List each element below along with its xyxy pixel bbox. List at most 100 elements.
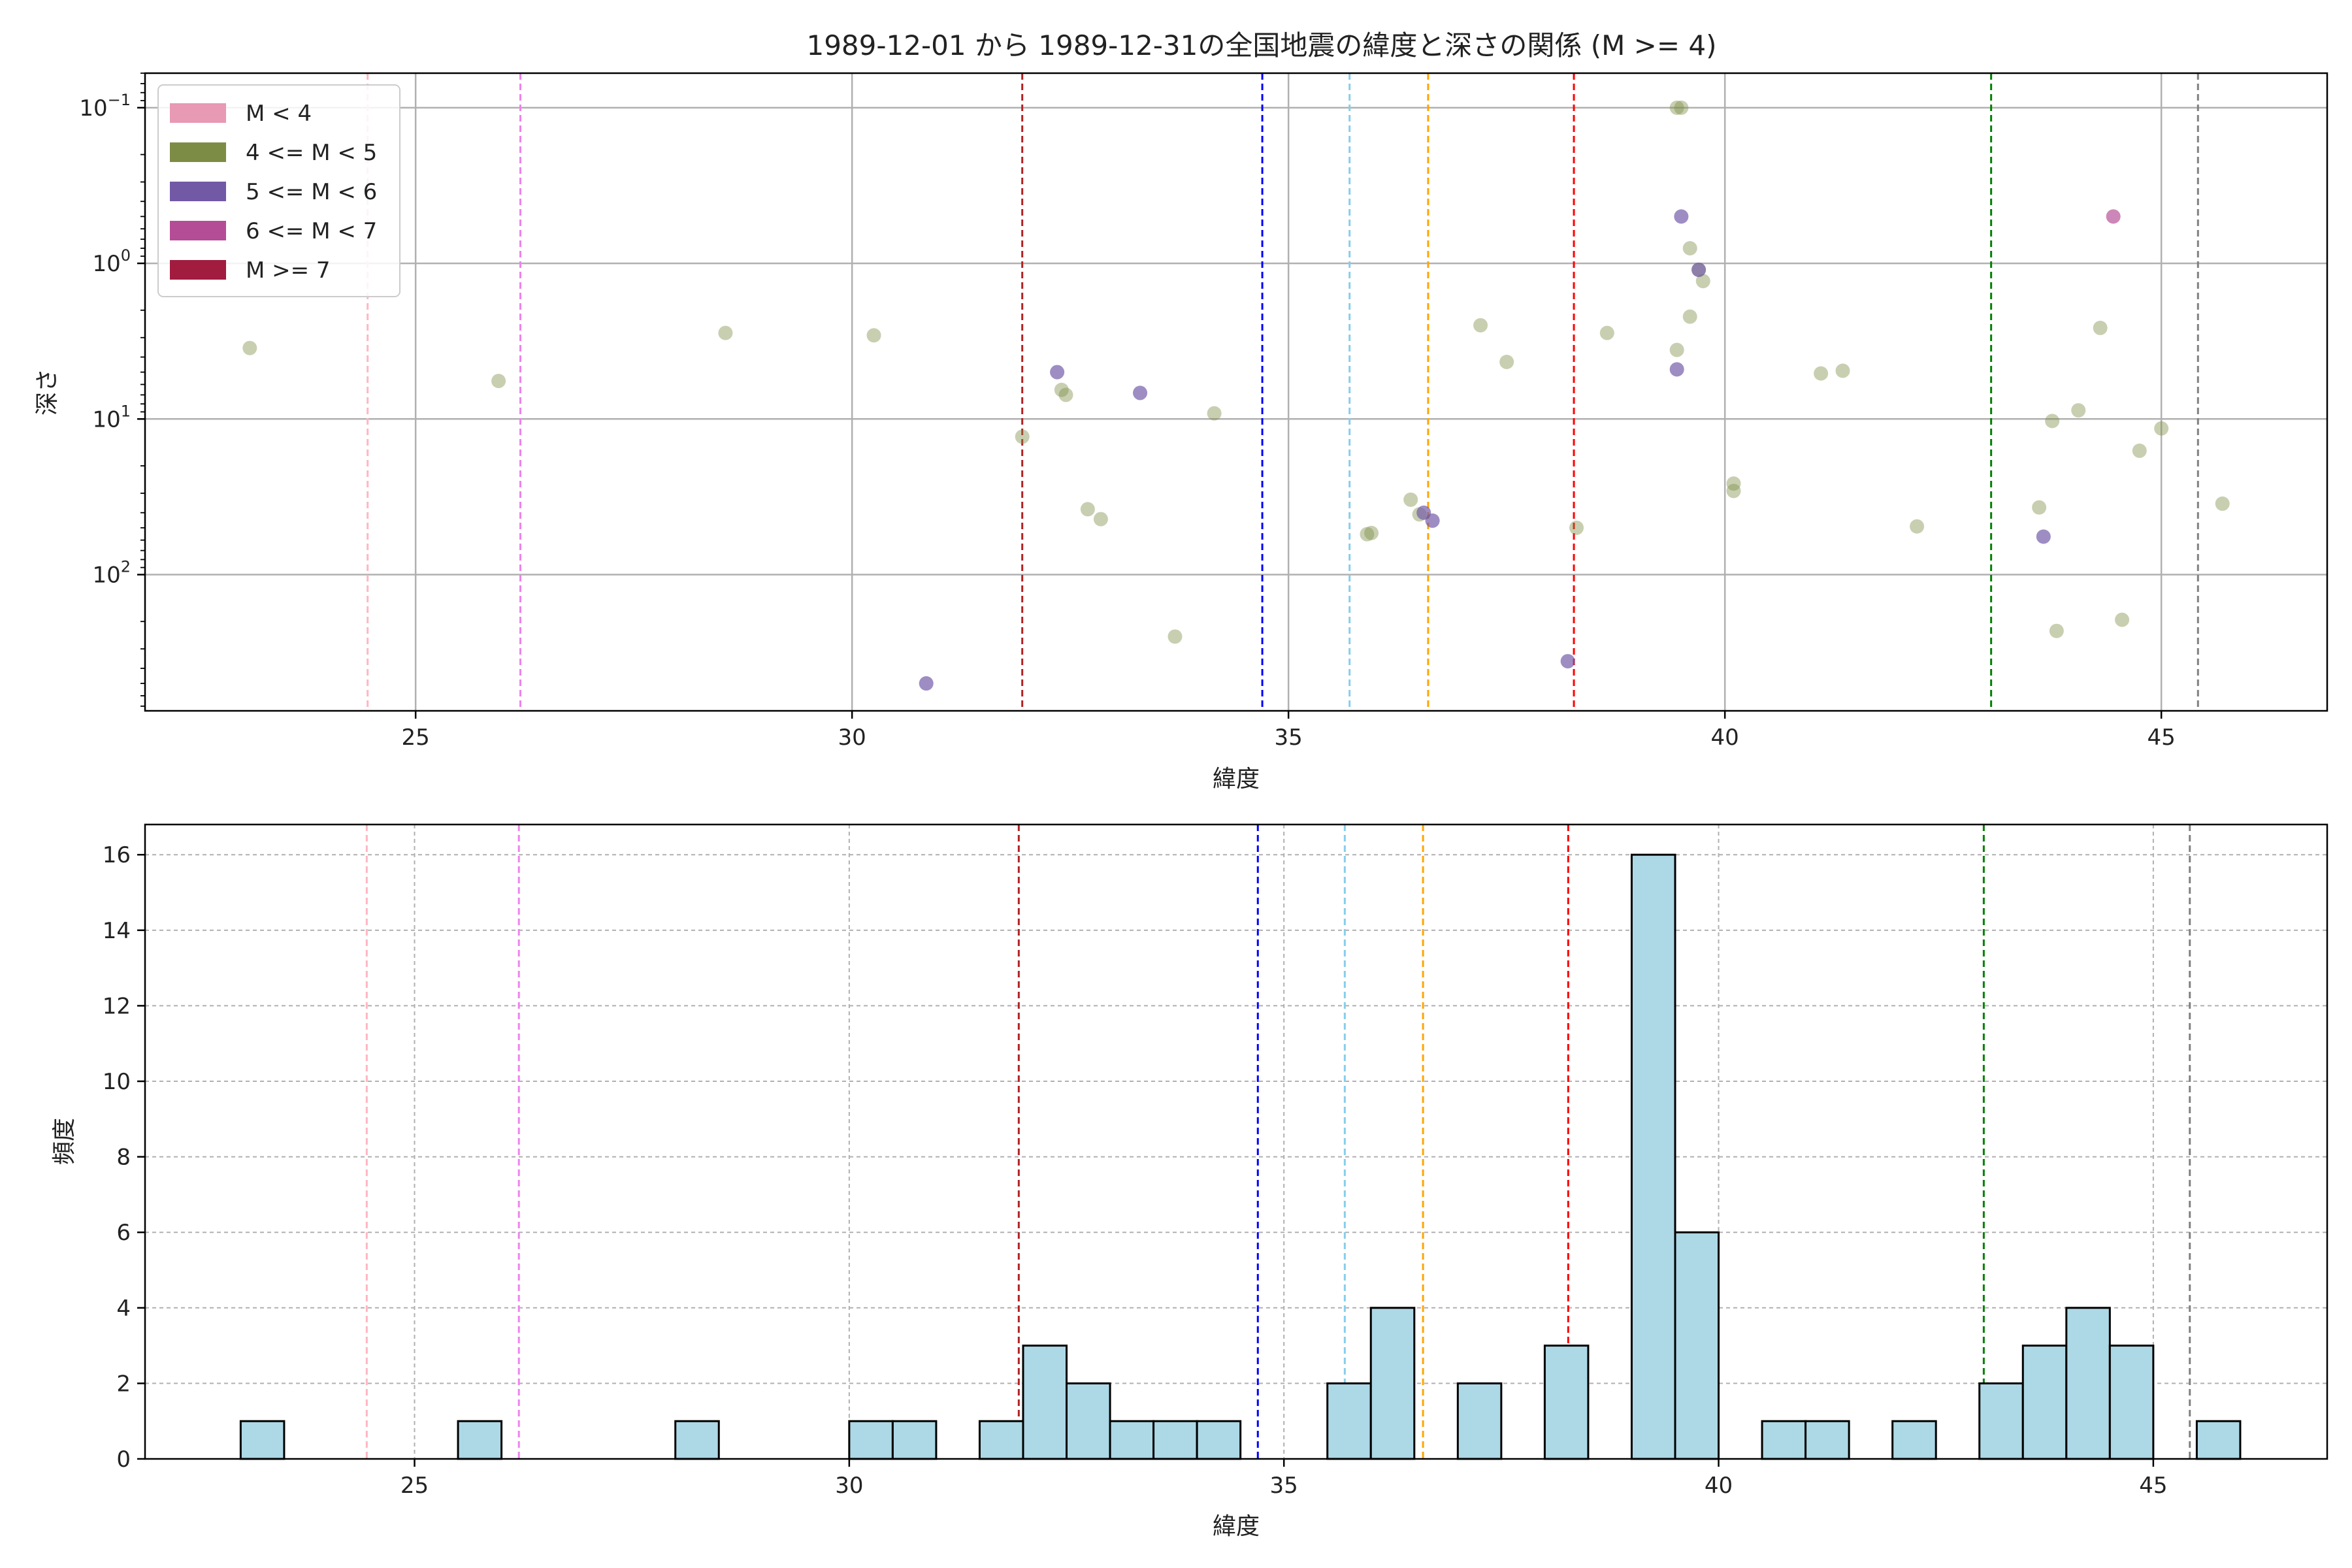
scatter-y-tick-label: 10−1	[79, 91, 131, 122]
histogram-bar	[1891, 1420, 1937, 1460]
scatter-point	[2106, 209, 2121, 224]
scatter-x-tick-label: 30	[838, 725, 866, 751]
histogram-y-tick-label: 0	[116, 1446, 131, 1473]
scatter-point	[2132, 443, 2147, 458]
scatter-legend-label: 6 <= M < 7	[246, 218, 377, 244]
scatter-point-highlight	[919, 676, 934, 691]
histogram-bar	[239, 1420, 286, 1460]
histogram-bar	[2195, 1420, 2242, 1460]
scatter-point	[242, 340, 257, 355]
histogram-bar	[1196, 1420, 1242, 1460]
histogram-y-tick-label: 4	[116, 1296, 131, 1322]
scatter-point	[919, 676, 934, 691]
scatter-point	[1674, 209, 1689, 224]
scatter-grid	[145, 73, 2327, 711]
scatter-point	[1207, 406, 1222, 421]
scatter-legend-label: M < 4	[246, 101, 312, 127]
scatter-legend-swatch	[170, 260, 226, 280]
scatter-point	[1835, 363, 1850, 378]
histogram-bar	[457, 1420, 503, 1460]
histogram-bar	[978, 1420, 1024, 1460]
histogram-x-tick-label: 35	[1270, 1473, 1298, 1499]
scatter-point	[1360, 527, 1375, 542]
histogram-bar	[891, 1420, 938, 1460]
scatter-point	[1425, 513, 1440, 528]
scatter-point-highlight	[1416, 505, 1431, 520]
scatter-point	[1093, 512, 1108, 527]
histogram-bar	[1326, 1382, 1372, 1460]
histogram-bar	[2065, 1307, 2111, 1460]
histogram-bar	[1978, 1382, 2024, 1460]
scatter-y-tick-label: 100	[92, 246, 131, 277]
histogram-bar	[1761, 1420, 1807, 1460]
histogram-y-tick-label: 10	[103, 1069, 131, 1095]
scatter-point	[2215, 496, 2230, 511]
scatter-point	[1691, 262, 1707, 277]
scatter-point	[1560, 654, 1575, 669]
scatter-plot-frame	[144, 72, 2328, 712]
scatter-point	[2093, 320, 2108, 335]
scatter-x-tick-label: 25	[402, 725, 430, 751]
scatter-point	[866, 328, 881, 343]
scatter-point	[718, 325, 733, 340]
scatter-point	[1050, 365, 1065, 380]
histogram-y-tick-label: 14	[103, 918, 131, 944]
scatter-point	[1015, 429, 1030, 444]
scatter-legend-swatch	[170, 221, 226, 240]
scatter-point	[1412, 507, 1427, 522]
scatter-point	[2115, 612, 2130, 627]
scatter-point	[1814, 366, 1829, 381]
scatter-y-tick-label: 102	[92, 558, 131, 589]
scatter-point	[1168, 629, 1183, 644]
histogram-bar	[674, 1420, 720, 1460]
scatter-point	[1726, 476, 1741, 491]
histogram-bars	[239, 853, 2242, 1460]
histogram-y-tick-label: 16	[103, 842, 131, 868]
scatter-point-highlight	[2036, 529, 2051, 544]
scatter-chart: 1989-12-01 から 1989-12-31の全国地震の緯度と深さの関係 (…	[34, 29, 2328, 792]
scatter-x-tick-label: 45	[2148, 725, 2176, 751]
scatter-point	[1726, 483, 1741, 498]
scatter-point-highlight	[1133, 385, 1148, 400]
scatter-point	[1669, 100, 1684, 115]
scatter-point	[1682, 309, 1697, 324]
scatter-point-highlight	[1691, 262, 1707, 277]
scatter-point	[1364, 525, 1379, 540]
histogram-bar	[1543, 1345, 1590, 1460]
histogram-x-tick-label: 30	[835, 1473, 863, 1499]
scatter-legend-swatch	[170, 142, 226, 162]
scatter-point	[2045, 414, 2060, 429]
scatter-x-tick-label: 35	[1275, 725, 1303, 751]
histogram-y-tick-label: 8	[116, 1145, 131, 1171]
histogram-x-tick-label: 25	[400, 1473, 429, 1499]
scatter-point	[1133, 385, 1148, 400]
scatter-point	[2036, 529, 2051, 544]
scatter-points	[242, 100, 2230, 691]
scatter-point	[1473, 318, 1488, 333]
scatter-legend-swatch	[170, 182, 226, 201]
histogram-x-tick-label: 40	[1705, 1473, 1733, 1499]
scatter-point	[2049, 623, 2064, 638]
histogram-bar	[1022, 1345, 1068, 1460]
scatter-point-highlight	[1560, 654, 1575, 669]
histogram-bar	[1456, 1382, 1503, 1460]
scatter-point	[1058, 387, 1073, 402]
scatter-point	[1682, 240, 1697, 255]
scatter-point	[1499, 354, 1514, 369]
scatter-point	[1669, 362, 1684, 377]
scatter-point	[1403, 492, 1418, 507]
histogram-y-tick-label: 12	[103, 993, 131, 1019]
scatter-title: 1989-12-01 から 1989-12-31の全国地震の緯度と深さの関係 (…	[806, 29, 1716, 61]
scatter-point	[1669, 342, 1684, 357]
histogram-x-axis-label: 緯度	[1213, 1513, 1260, 1540]
histogram-y-tick-label: 2	[116, 1371, 131, 1397]
scatter-point	[1674, 100, 1689, 115]
histogram-bar	[1630, 853, 1676, 1460]
scatter-point	[1695, 274, 1710, 289]
scatter-x-tick-label: 40	[1711, 725, 1739, 751]
scatter-point-highlight	[1674, 209, 1689, 224]
histogram-bar	[1109, 1420, 1155, 1460]
histogram-bar	[1066, 1382, 1111, 1460]
